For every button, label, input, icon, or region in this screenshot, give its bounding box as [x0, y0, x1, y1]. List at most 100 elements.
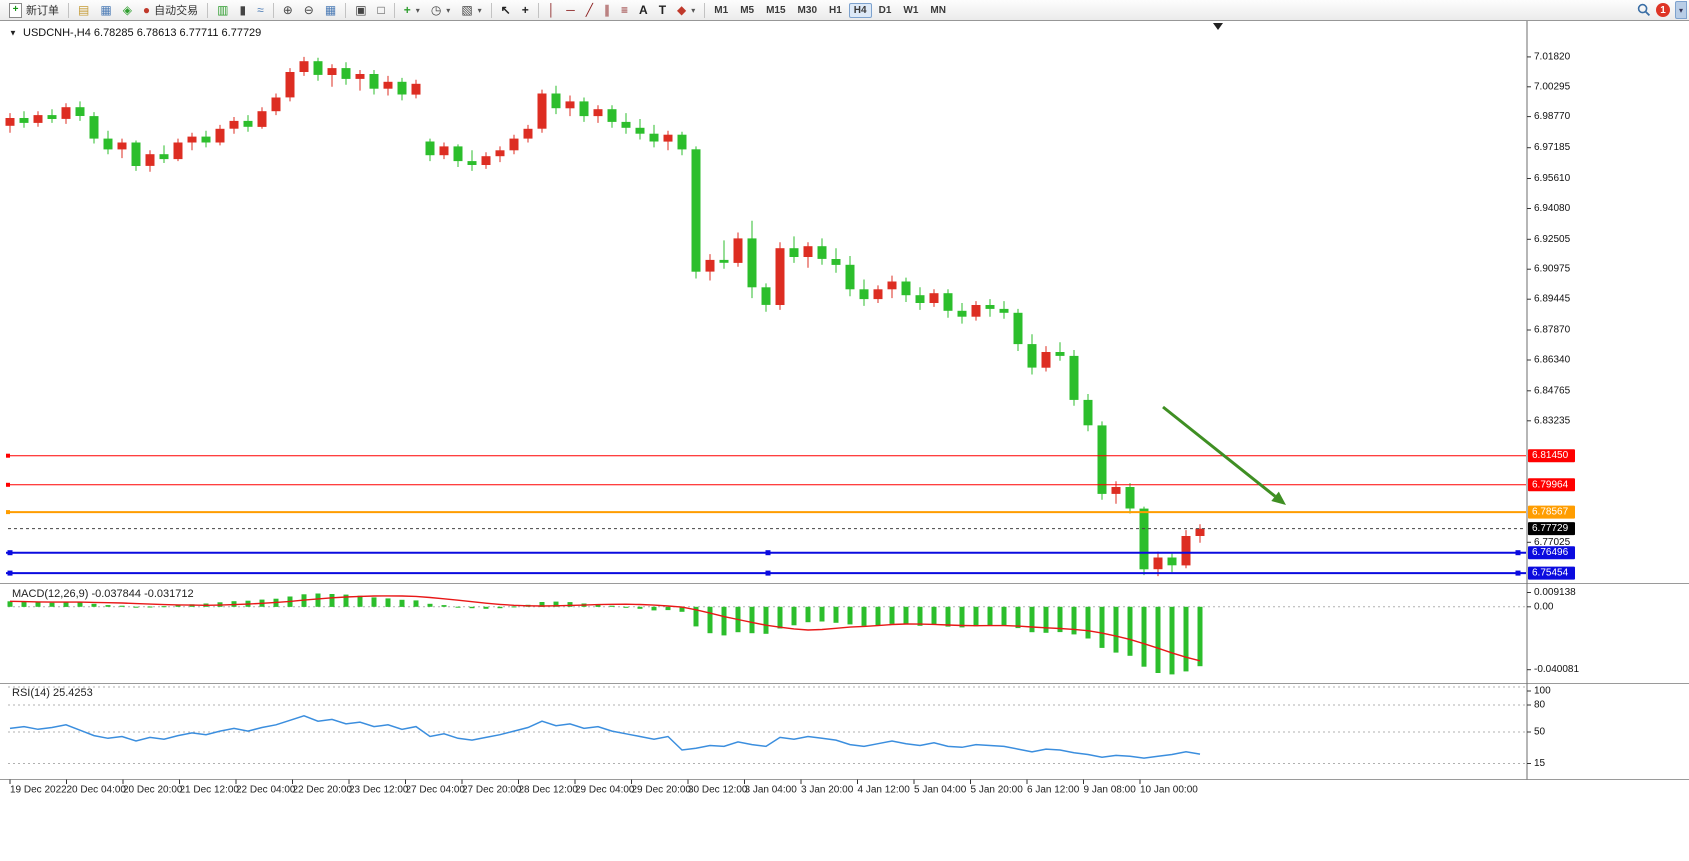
timeframe-mn[interactable]: MN [930, 4, 946, 16]
fibonacci-button[interactable]: ≡ [616, 1, 633, 20]
macd-signal-line [9, 595, 1201, 662]
candle [89, 116, 99, 139]
line-handle[interactable] [765, 550, 771, 556]
candle [873, 289, 883, 300]
candle [75, 107, 85, 116]
candlestick-chart-button[interactable]: ▮ [235, 1, 252, 20]
chart-shift-marker[interactable] [1213, 23, 1223, 30]
svg-text:RSI(14) 25.4253: RSI(14) 25.4253 [12, 687, 93, 699]
timeframe-m15[interactable]: M15 [766, 4, 786, 16]
text-tool-button[interactable]: A [634, 1, 653, 20]
candle [537, 93, 547, 129]
market-watch-button[interactable]: ▤ [73, 1, 94, 20]
candle [1111, 487, 1121, 494]
candle [579, 101, 589, 117]
arrows-tool-button[interactable]: ◆ ▾ [672, 1, 700, 20]
candle [327, 68, 337, 75]
svg-text:6.83235: 6.83235 [1534, 415, 1571, 426]
channel-button[interactable]: ∥ [599, 1, 615, 20]
candle [593, 109, 603, 117]
candle [1139, 508, 1149, 570]
periods-button[interactable]: ◷ ▾ [426, 1, 456, 20]
chevron-down-icon: ▾ [477, 5, 482, 15]
svg-text:30 Dec 12:00: 30 Dec 12:00 [688, 785, 748, 796]
timeframe-d1[interactable]: D1 [878, 4, 892, 16]
candle [257, 111, 267, 127]
candle [929, 293, 939, 303]
cascade-windows-button[interactable]: ▣ [350, 1, 371, 20]
candle [831, 259, 841, 265]
zoom-out-icon: ⊖ [303, 3, 314, 17]
line-handle[interactable] [1515, 570, 1521, 576]
svg-text:20 Dec 20:00: 20 Dec 20:00 [123, 785, 183, 796]
separator [207, 2, 209, 18]
candle [523, 128, 533, 139]
timeframe-w1[interactable]: W1 [903, 4, 919, 16]
timeframe-m5[interactable]: M5 [740, 4, 755, 16]
templates-button[interactable]: ▧ ▾ [456, 1, 486, 20]
label-icon: T [658, 3, 667, 17]
candles [5, 56, 1205, 577]
svg-text:21 Dec 12:00: 21 Dec 12:00 [180, 785, 240, 796]
autotrading-button[interactable]: ● 自动交易 [138, 1, 203, 20]
arrange-windows-button[interactable]: □ [373, 1, 390, 20]
timeframe-m1[interactable]: M1 [714, 4, 729, 16]
line-handle[interactable] [7, 550, 13, 556]
toolbar-overflow-button[interactable]: ▾ [1675, 1, 1687, 19]
timeframe-h4[interactable]: H4 [848, 2, 872, 18]
price-axis[interactable]: 7.01820 7.00295 6.98770 6.97185 6.95610 6.940… [1527, 51, 1575, 580]
zoom-in-button[interactable]: ⊕ [278, 1, 298, 20]
trend-arrow[interactable] [1162, 405, 1277, 498]
crosshair-button[interactable]: + [517, 1, 534, 20]
trendline-button[interactable]: ╱ [581, 1, 598, 20]
trend-arrow-head [1271, 491, 1286, 505]
svg-text:6 Jan 12:00: 6 Jan 12:00 [1027, 785, 1080, 796]
candle [691, 149, 701, 272]
line-anchor [6, 510, 10, 515]
line-handle[interactable] [7, 570, 13, 576]
candlestick-icon: ▮ [239, 3, 247, 17]
vertical-line-button[interactable]: │ [543, 1, 561, 20]
timeframe-m30[interactable]: M30 [797, 4, 817, 16]
label-tool-button[interactable]: T [654, 1, 671, 20]
search-icon[interactable] [1637, 3, 1651, 17]
notification-badge[interactable]: 1 [1656, 3, 1670, 17]
new-order-button[interactable]: + 新订单 [4, 1, 64, 20]
navigator-button[interactable]: ◈ [118, 1, 137, 20]
bar-chart-icon: ▥ [217, 3, 229, 17]
rsi-line [9, 715, 1201, 759]
zoom-out-button[interactable]: ⊖ [299, 1, 319, 20]
svg-text:6.98770: 6.98770 [1534, 111, 1571, 122]
horizontal-line-icon: ─ [566, 3, 575, 17]
candle [761, 287, 771, 305]
tile-windows-icon: ▦ [324, 3, 337, 17]
arrows-icon: ◆ [677, 3, 687, 17]
line-chart-button[interactable]: ≈ [252, 1, 269, 20]
candle [565, 101, 575, 109]
candle [285, 72, 295, 98]
line-anchor [6, 453, 10, 458]
line-handle[interactable] [765, 570, 771, 576]
main-chart-pane[interactable]: ▼ USDCNH-,H4 6.78285 6.78613 6.77711 6.77… [5, 23, 1527, 577]
macd-label: MACD(12,26,9) -0.037844 -0.031712 [12, 588, 194, 600]
separator [393, 2, 395, 18]
svg-text:4 Jan 12:00: 4 Jan 12:00 [858, 785, 911, 796]
candle [145, 154, 155, 166]
tile-windows-button[interactable]: ▦ [320, 1, 341, 20]
line-handle[interactable] [1515, 550, 1521, 556]
timeframe-h1[interactable]: H1 [829, 4, 842, 16]
timeframe-group: M1 M5 M15 M30 H1 H4 D1 W1 MN [709, 2, 951, 18]
data-window-button[interactable]: ▦ [95, 1, 116, 20]
indicators-button[interactable]: + ▾ [399, 1, 425, 20]
cursor-icon: ↖ [500, 3, 511, 17]
rsi-pane[interactable]: 100 80 50 15 RSI(14) 25.4253 [8, 686, 1551, 770]
candle [635, 127, 645, 134]
horizontal-line-button[interactable]: ─ [561, 1, 580, 20]
bar-chart-button[interactable]: ▥ [212, 1, 233, 20]
candle [943, 293, 953, 311]
svg-text:6.87870: 6.87870 [1534, 325, 1571, 336]
cursor-button[interactable]: ↖ [496, 1, 516, 20]
macd-pane[interactable]: 0.009138 0.00 -0.040081 MACD(12,26,9) -0.03… [7, 587, 1580, 675]
